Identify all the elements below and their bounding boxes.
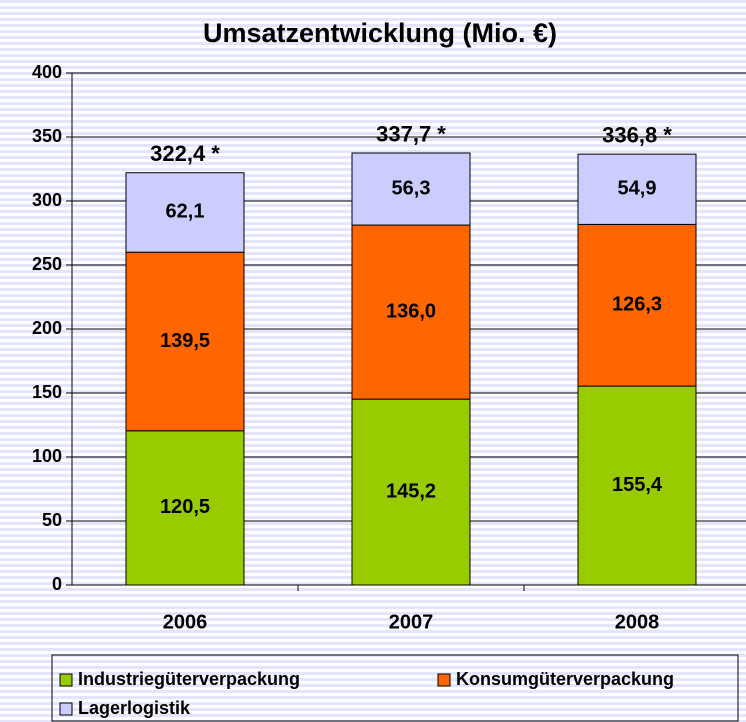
bar-segment: [577, 153, 697, 225]
data-label: 145,2: [386, 480, 436, 502]
bar-segment: [351, 152, 471, 226]
y-tick-label: 50: [42, 510, 62, 530]
bar-segment: [125, 251, 245, 432]
data-label: 62,1: [166, 201, 205, 223]
x-tick-label: 2007: [389, 611, 434, 633]
x-tick-label: 2008: [615, 611, 660, 633]
bar-segment: [351, 224, 471, 400]
total-label: 322,4 *: [150, 141, 220, 166]
data-label: 126,3: [612, 294, 662, 316]
legend-box: [51, 654, 739, 722]
y-tick-label: 150: [32, 382, 62, 402]
data-label: 139,5: [160, 330, 210, 352]
total-label: 337,7 *: [376, 122, 446, 147]
bar-segment: [577, 223, 697, 387]
data-label: 54,9: [618, 178, 657, 200]
data-label: 120,5: [160, 496, 210, 518]
y-tick-label: 350: [32, 126, 62, 146]
data-label: 136,0: [386, 300, 436, 322]
data-label: 155,4: [612, 474, 663, 496]
y-tick-label: 400: [32, 62, 62, 82]
legend-swatch: [59, 702, 73, 716]
x-tick-label: 2006: [163, 611, 208, 633]
y-tick-label: 300: [32, 190, 62, 210]
y-tick-label: 0: [52, 574, 62, 594]
legend-label: Industriegüterverpackung: [78, 669, 300, 689]
bar-segment: [125, 172, 245, 253]
bar-segment: [351, 398, 471, 586]
legend-label: Konsumgüterverpackung: [456, 669, 674, 689]
total-label: 336,8 *: [602, 123, 672, 148]
legend-label: Lagerlogistik: [78, 698, 191, 718]
bar-segment: [577, 385, 697, 586]
chart-title: Umsatzentwicklung (Mio. €): [203, 18, 557, 48]
y-tick-label: 100: [32, 446, 62, 466]
bar-segment: [125, 430, 245, 586]
y-tick-label: 200: [32, 318, 62, 338]
y-tick-label: 250: [32, 254, 62, 274]
legend-swatch: [437, 673, 451, 687]
data-label: 56,3: [392, 177, 431, 199]
legend-swatch: [59, 673, 73, 687]
